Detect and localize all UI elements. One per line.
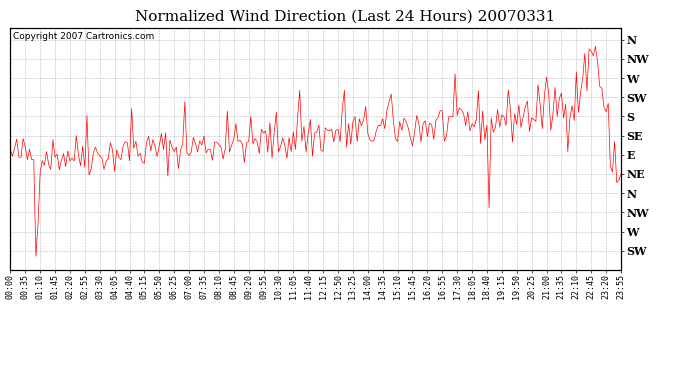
Text: Normalized Wind Direction (Last 24 Hours) 20070331: Normalized Wind Direction (Last 24 Hours…	[135, 9, 555, 23]
Text: Copyright 2007 Cartronics.com: Copyright 2007 Cartronics.com	[13, 32, 155, 41]
